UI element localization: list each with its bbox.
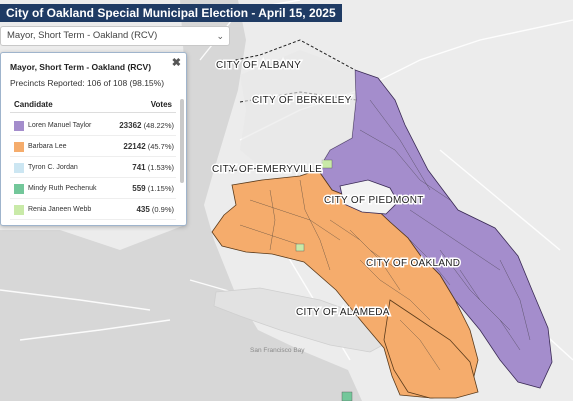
color-swatch [14, 205, 24, 215]
header-candidate: Candidate [14, 100, 53, 109]
color-swatch [14, 184, 24, 194]
label-albany: CITY OF ALBANY [216, 60, 301, 71]
panel-race-name: Mayor, Short Term - Oakland (RCV) [10, 62, 152, 72]
berkeley-area [240, 50, 356, 170]
candidate-row: Renia Janeen Webb 435 (0.9%) [10, 199, 176, 220]
color-swatch [14, 142, 24, 152]
color-swatch [14, 163, 24, 173]
label-alameda: CITY OF ALAMEDA [296, 307, 390, 318]
label-oakland: CITY OF OAKLAND [366, 258, 460, 269]
candidate-name: Renia Janeen Webb [28, 206, 92, 213]
candidate-row: Tyron C. Jordan 741 (1.53%) [10, 157, 176, 178]
city-labels: CITY OF ALBANY CITY OF ALBANY CITY OF BE… [211, 59, 462, 355]
label-berkeley: CITY OF BERKELEY [252, 95, 352, 106]
lee-precincts-south[interactable] [383, 299, 479, 399]
label-piedmont: CITY OF PIEDMONT [324, 195, 424, 206]
candidate-votes: 435 [136, 205, 150, 214]
candidate-name: Barbara Lee [28, 143, 67, 150]
precinct-boundaries [239, 99, 531, 371]
candidate-row: Mindy Ruth Pechenuk 559 (1.15%) [10, 178, 176, 199]
candidate-name: Tyron C. Jordan [28, 164, 78, 171]
svg-text:CITY OF ALAMEDA: CITY OF ALAMEDA [296, 307, 390, 318]
candidate-pct: (45.7%) [147, 142, 174, 151]
candidate-row: Barbara Lee 22142 (45.7%) [10, 136, 176, 157]
minor-candidate-patch[interactable] [321, 159, 333, 169]
candidate-pct: (0.9%) [151, 205, 174, 214]
precincts-reported: Precincts Reported: 106 of 108 (98.15%) [10, 78, 165, 88]
candidate-votes: 23362 [119, 121, 142, 130]
bay-water [0, 0, 362, 401]
candidate-name: Loren Manuel Taylor [28, 122, 92, 129]
svg-text:CITY OF OAKLAND: CITY OF OAKLAND [366, 258, 460, 269]
race-dropdown-value: Mayor, Short Term - Oakland (RCV) [7, 30, 158, 41]
label-bay: San Francisco Bay [250, 347, 305, 354]
alameda-island [213, 287, 393, 353]
results-table-header: Candidate Votes [10, 97, 176, 113]
header-votes: Votes [150, 100, 172, 109]
color-swatch [14, 121, 24, 131]
svg-text:CITY OF EMERYVILLE: CITY OF EMERYVILLE [212, 164, 322, 175]
page-title: City of Oakland Special Municipal Electi… [0, 4, 342, 22]
results-panel: ✖ Mayor, Short Term - Oakland (RCV) Prec… [0, 52, 187, 226]
candidate-votes: 741 [132, 163, 146, 172]
svg-text:CITY OF ALBANY: CITY OF ALBANY [216, 60, 301, 71]
candidate-votes: 22142 [123, 142, 146, 151]
minor-candidate-patch[interactable] [295, 243, 305, 252]
candidate-row: Loren Manuel Taylor 23362 (48.22%) [10, 115, 176, 136]
candidate-pct: (1.15%) [147, 184, 174, 193]
candidate-pct: (48.22%) [143, 121, 174, 130]
chevron-down-icon: ⌄ [216, 31, 224, 41]
minor-candidate-patch[interactable] [341, 391, 353, 401]
candidate-name: Mindy Ruth Pechenuk [28, 185, 97, 192]
panel-scrollbar[interactable] [180, 99, 184, 183]
race-dropdown[interactable]: Mayor, Short Term - Oakland (RCV) ⌄ [0, 26, 230, 46]
svg-text:CITY OF BERKELEY: CITY OF BERKELEY [252, 95, 352, 106]
piedmont-area [339, 179, 399, 215]
candidate-votes: 559 [132, 184, 146, 193]
svg-text:CITY OF PIEDMONT: CITY OF PIEDMONT [324, 195, 424, 206]
close-icon[interactable]: ✖ [171, 57, 181, 69]
candidate-pct: (1.53%) [147, 163, 174, 172]
label-emeryville: CITY OF EMERYVILLE [212, 164, 322, 175]
results-table-body: Loren Manuel Taylor 23362 (48.22%) Barba… [10, 115, 176, 220]
